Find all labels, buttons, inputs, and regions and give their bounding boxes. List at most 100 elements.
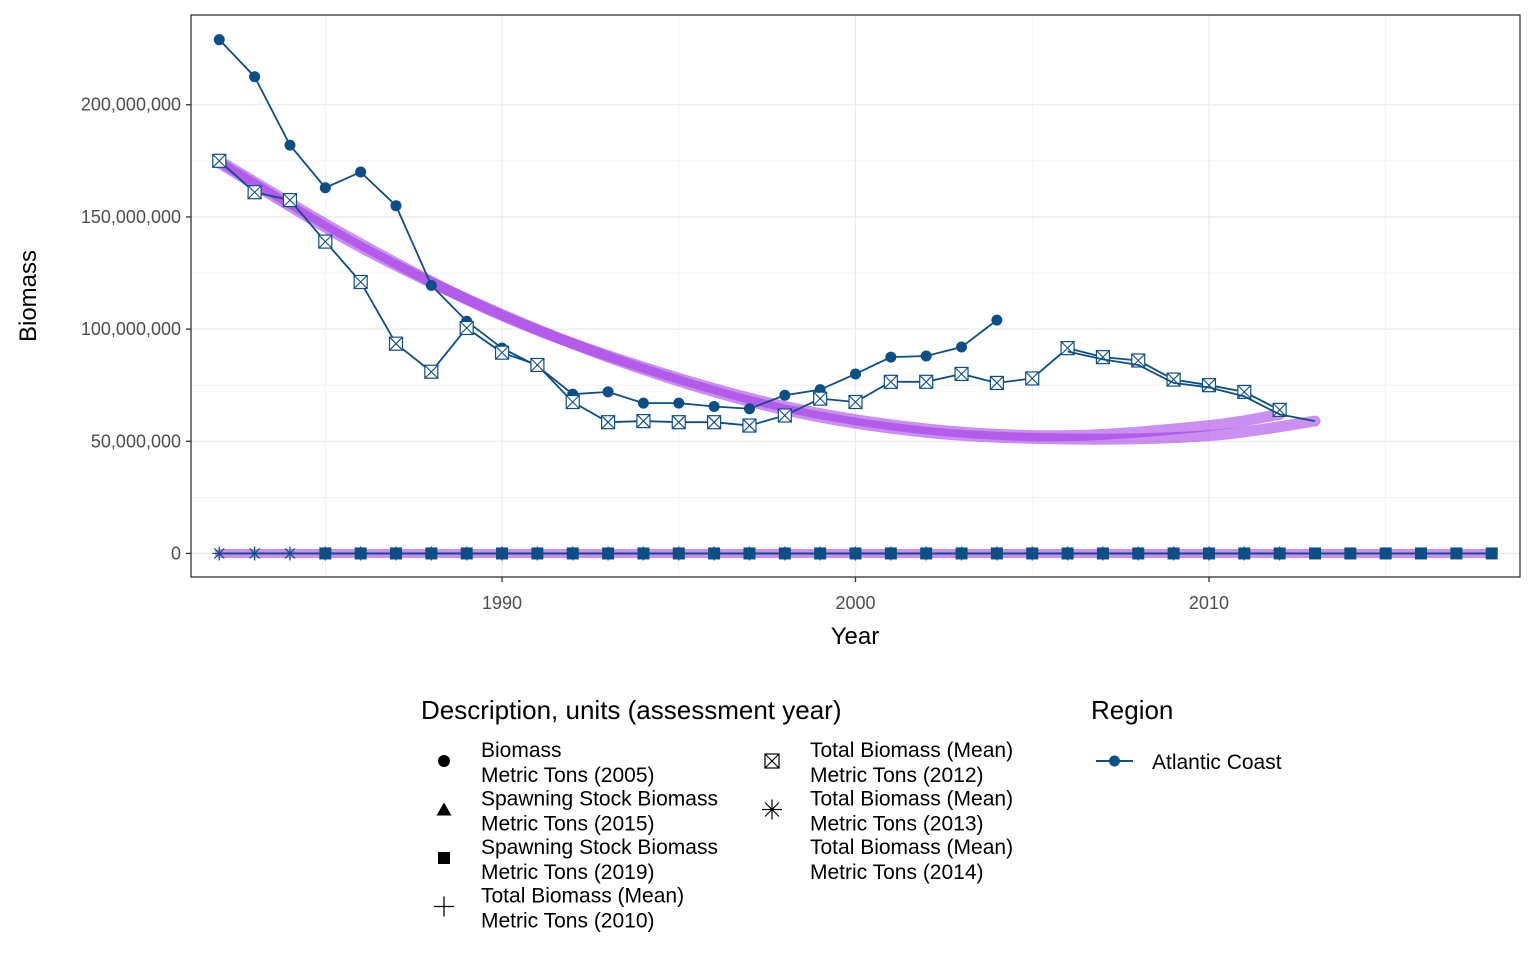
data-point-square-x-cross (212, 153, 227, 168)
data-point-circle (673, 397, 685, 409)
legend-item-label-line1: Total Biomass (Mean) (810, 788, 1013, 811)
data-point-square-x-cross (283, 193, 297, 207)
data-point-square (1379, 547, 1392, 560)
legend-item: Total Biomass (Mean)Metric Tons (2010) (434, 885, 684, 933)
data-point-circle (213, 34, 225, 46)
legend-item-label-line2: Metric Tons (2019) (481, 861, 655, 884)
series-line (218, 160, 1281, 427)
data-point-asterisk (636, 546, 651, 561)
legend-square-x-icon (764, 753, 780, 769)
legend-item-label-line2: Metric Tons (2010) (481, 910, 655, 933)
legend-asterisk-icon (762, 799, 782, 820)
y-tick-label: 50,000,000 (91, 431, 181, 451)
data-point-asterisk (1201, 546, 1216, 561)
y-tick-label: 200,000,000 (81, 95, 181, 115)
legend-item: Total Biomass (Mean)Metric Tons (2013) (762, 788, 1013, 836)
trend-curve (213, 155, 1286, 442)
data-point-square-x-cross (459, 321, 474, 335)
series-group (212, 153, 1287, 433)
data-point-asterisk (459, 546, 474, 561)
x-tick-label: 2000 (835, 593, 875, 613)
legend-item-label-line1: Total Biomass (Mean) (810, 836, 1013, 859)
data-point-asterisk (1025, 546, 1040, 561)
data-point-asterisk (989, 546, 1004, 561)
data-point-square-x-cross (1237, 385, 1252, 399)
data-point-circle (956, 341, 968, 353)
data-point-square-x-cross (318, 234, 333, 249)
data-point-asterisk (565, 546, 580, 561)
legend-title-description: Description, units (assessment year) (421, 695, 841, 725)
data-point-square-x-cross (353, 275, 368, 289)
y-axis-ticks: 0 50,000,000 100,000,000 150,000,000 200,000… (81, 95, 191, 563)
data-point-circle (743, 403, 755, 415)
data-point-circle (390, 200, 402, 212)
data-point-asterisk (424, 546, 439, 561)
data-point-circle (319, 182, 331, 194)
data-point-asterisk (1166, 546, 1181, 561)
data-point-square-x-cross (1096, 350, 1110, 365)
data-point-asterisk (707, 546, 722, 561)
y-tick-label: 150,000,000 (81, 207, 181, 227)
data-point-square (1308, 547, 1321, 560)
data-point-asterisk (777, 546, 792, 561)
legend-item-label-line1: Biomass (481, 739, 562, 762)
data-point-square-x-cross (495, 345, 509, 360)
data-point-square-x-cross (777, 408, 792, 423)
data-point-asterisk (247, 546, 262, 561)
x-axis-title: Year (831, 623, 880, 650)
data-point-asterisk (813, 546, 828, 561)
legend-region-item: Atlantic Coast (1096, 751, 1282, 774)
data-point-asterisk (212, 546, 227, 561)
data-point-square-x-cross (530, 358, 545, 372)
series-group (1067, 350, 1316, 422)
data-point-square-x-cross (671, 415, 686, 430)
data-point-square-x-cross (1202, 378, 1216, 393)
legend-triangle-icon (436, 802, 452, 816)
data-point-asterisk (1095, 546, 1110, 561)
data-point-square-x-cross (919, 374, 934, 389)
data-point-circle (991, 314, 1003, 326)
legend-square-x-cross (764, 753, 780, 769)
legend-item: Total Biomass (Mean)Metric Tons (2014) (810, 836, 1013, 884)
data-point-asterisk (1272, 546, 1287, 561)
y-tick-label: 100,000,000 (81, 319, 181, 339)
data-point-square (1485, 547, 1498, 560)
legend-square-icon (438, 852, 450, 864)
legend-item-label-line1: Total Biomass (Mean) (810, 739, 1013, 762)
data-point-circle (249, 71, 261, 83)
legend-title-region: Region (1091, 695, 1173, 725)
legend-circle-icon (438, 755, 450, 767)
series-group (212, 546, 1287, 561)
data-point-circle (779, 389, 791, 401)
y-axis-title: Biomass (15, 250, 42, 342)
x-tick-label: 2010 (1189, 593, 1229, 613)
data-point-asterisk (954, 546, 969, 561)
data-point-circle (850, 368, 861, 380)
data-point-asterisk (282, 546, 297, 561)
data-point-circle (284, 139, 296, 151)
data-point-asterisk (353, 546, 368, 561)
legend-item-label-line2: Metric Tons (2005) (481, 764, 655, 787)
data-point-asterisk (530, 546, 545, 561)
data-point-square-x-cross (954, 367, 969, 381)
legend-item-label-line2: Metric Tons (2015) (481, 813, 655, 836)
data-point-square (1344, 547, 1357, 560)
data-series (212, 34, 1498, 561)
data-point-square-x-cross (848, 395, 863, 409)
grid-lines (191, 15, 1520, 577)
data-point-circle (602, 386, 614, 398)
data-point-circle (885, 351, 897, 363)
legend-plus-icon (434, 896, 454, 917)
trend-curve (213, 157, 1321, 445)
legend-region-circle-icon (1109, 755, 1120, 767)
data-point-circle (425, 279, 437, 291)
data-point-square-x-cross (883, 374, 898, 389)
data-point-square-x-cross (636, 414, 651, 428)
data-point-circle (637, 397, 649, 409)
x-axis-ticks: 1990 2000 2010 (482, 577, 1229, 613)
data-point-circle (355, 166, 367, 178)
data-point-square-x-cross (1025, 371, 1040, 386)
